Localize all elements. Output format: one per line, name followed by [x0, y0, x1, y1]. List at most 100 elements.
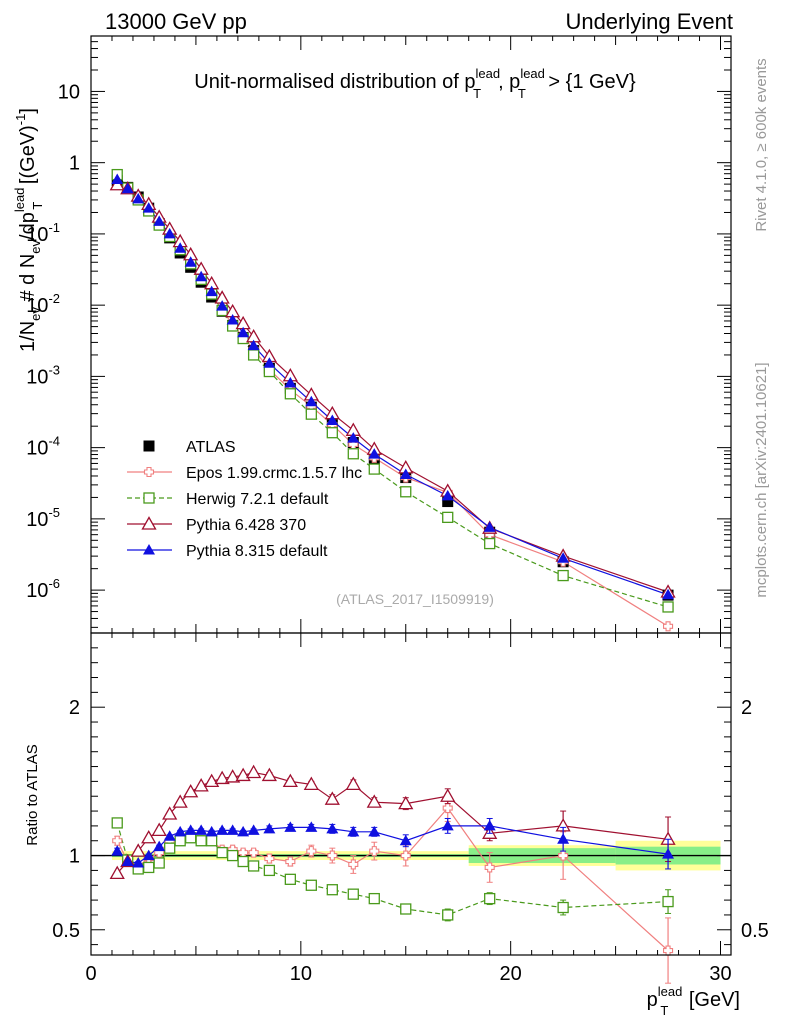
legend-marker: [143, 466, 155, 478]
ratio-point: [214, 770, 230, 785]
data-point: [263, 365, 276, 378]
legend-marker: [143, 492, 155, 504]
legend-label: ATLAS: [186, 439, 236, 456]
ratio-point: [347, 825, 360, 837]
data-point: [142, 202, 155, 213]
ratio-point: [142, 849, 155, 861]
main-series: [109, 168, 676, 632]
ratio-point: [247, 824, 260, 835]
ratio-point: [248, 847, 259, 858]
data-point: [263, 357, 276, 368]
legend-label: Pythia 6.428 370: [186, 517, 306, 534]
ratio-point: [368, 825, 381, 837]
main-ytick-label: 10-4: [26, 434, 60, 460]
ratio-point: [174, 835, 186, 847]
main-panel: 10-6 10-5 10-4 10-3 10-2 10-1 1 10 Unit-normali…: [12, 35, 732, 634]
ratio-point: [261, 767, 277, 782]
ratio-point: [305, 821, 318, 832]
ratio-ylabel: Ratio to ATLAS: [24, 744, 41, 845]
data-point: [195, 270, 208, 282]
ratio-point: [163, 830, 176, 841]
ratio-point: [442, 803, 453, 814]
data-point: [284, 376, 297, 388]
ratio-point: [237, 855, 249, 868]
ratio-xtick-label: 10: [290, 963, 312, 985]
ratio-point: [284, 873, 296, 885]
ratio-point: [484, 892, 496, 905]
ratio-point: [400, 903, 412, 915]
ratio-point: [348, 859, 359, 870]
ratio-point: [226, 849, 239, 862]
main-ytick-label: 10: [58, 81, 80, 103]
ratio-point: [441, 819, 454, 831]
data-point: [163, 227, 176, 239]
legend-marker: [143, 440, 155, 452]
ratio-frame: [90, 632, 732, 956]
data-point: [368, 463, 380, 475]
data-point: [662, 601, 674, 613]
ratio-point: [216, 846, 228, 859]
ratio-point: [195, 824, 208, 835]
ratio-ytick-label-right: 0.5: [741, 920, 769, 942]
ratio-point: [442, 909, 454, 921]
data-point: [216, 300, 229, 311]
ratio-point: [164, 842, 176, 854]
ratio-point: [264, 853, 275, 864]
ratio-point: [195, 835, 207, 847]
main-ytick-label: 10-6: [26, 576, 60, 602]
ratio-point: [174, 825, 187, 837]
ratio-point: [226, 824, 239, 835]
data-point: [662, 588, 675, 600]
data-point: [174, 242, 187, 253]
ratio-point: [151, 822, 167, 837]
ratio-point: [246, 764, 262, 779]
data-point: [153, 215, 166, 226]
ratio-point: [324, 791, 340, 805]
ratio-point: [399, 834, 412, 846]
ratio-point: [368, 892, 380, 905]
main-ytick-label: 10-2: [26, 291, 60, 317]
ratio-point: [237, 825, 250, 837]
ratio-point: [400, 850, 411, 861]
ratio-point: [484, 862, 495, 873]
data-point: [442, 496, 454, 508]
data-point: [662, 621, 674, 632]
ratio-ytick-label: 0.5: [52, 920, 80, 942]
data-point: [132, 192, 145, 204]
ratio-point: [305, 879, 317, 891]
ratio-point: [112, 835, 123, 846]
data-point: [205, 285, 218, 297]
ratio-point: [109, 865, 125, 880]
ratio-point: [206, 835, 218, 847]
ratio-point: [284, 821, 297, 832]
legend-marker: [143, 544, 155, 555]
data-point: [557, 569, 569, 582]
ratio-point: [162, 806, 178, 820]
ratio-point: [440, 788, 456, 802]
ratio-point: [132, 857, 145, 868]
header-right: Underlying Event: [565, 9, 733, 34]
ratio-point: [557, 833, 570, 844]
data-point: [483, 521, 496, 532]
ratio-point: [130, 843, 146, 857]
legend-marker: [141, 516, 157, 530]
mcplots-note: mcplots.cern.ch [arXiv:2401.10621]: [753, 362, 770, 597]
ratio-point: [327, 850, 338, 861]
main-ytick-label: 10-3: [26, 362, 60, 388]
ratio-point: [558, 850, 569, 861]
main-title: Unit-normalised distribution of plead T, …: [194, 66, 636, 101]
ratio-point: [111, 817, 123, 829]
data-point: [247, 339, 260, 351]
main-ytick-label: 1: [69, 153, 80, 175]
ratio-point: [326, 822, 339, 834]
legend-label: Herwig 7.2.1 default: [186, 491, 329, 508]
data-point: [226, 313, 239, 325]
ratio-point: [205, 825, 218, 837]
header-left: 13000 GeV pp: [105, 9, 247, 34]
ratio-xtick-label: 30: [709, 963, 731, 985]
ratio-point: [326, 884, 338, 896]
ratio-point: [263, 822, 276, 834]
ratio-point: [121, 855, 134, 867]
